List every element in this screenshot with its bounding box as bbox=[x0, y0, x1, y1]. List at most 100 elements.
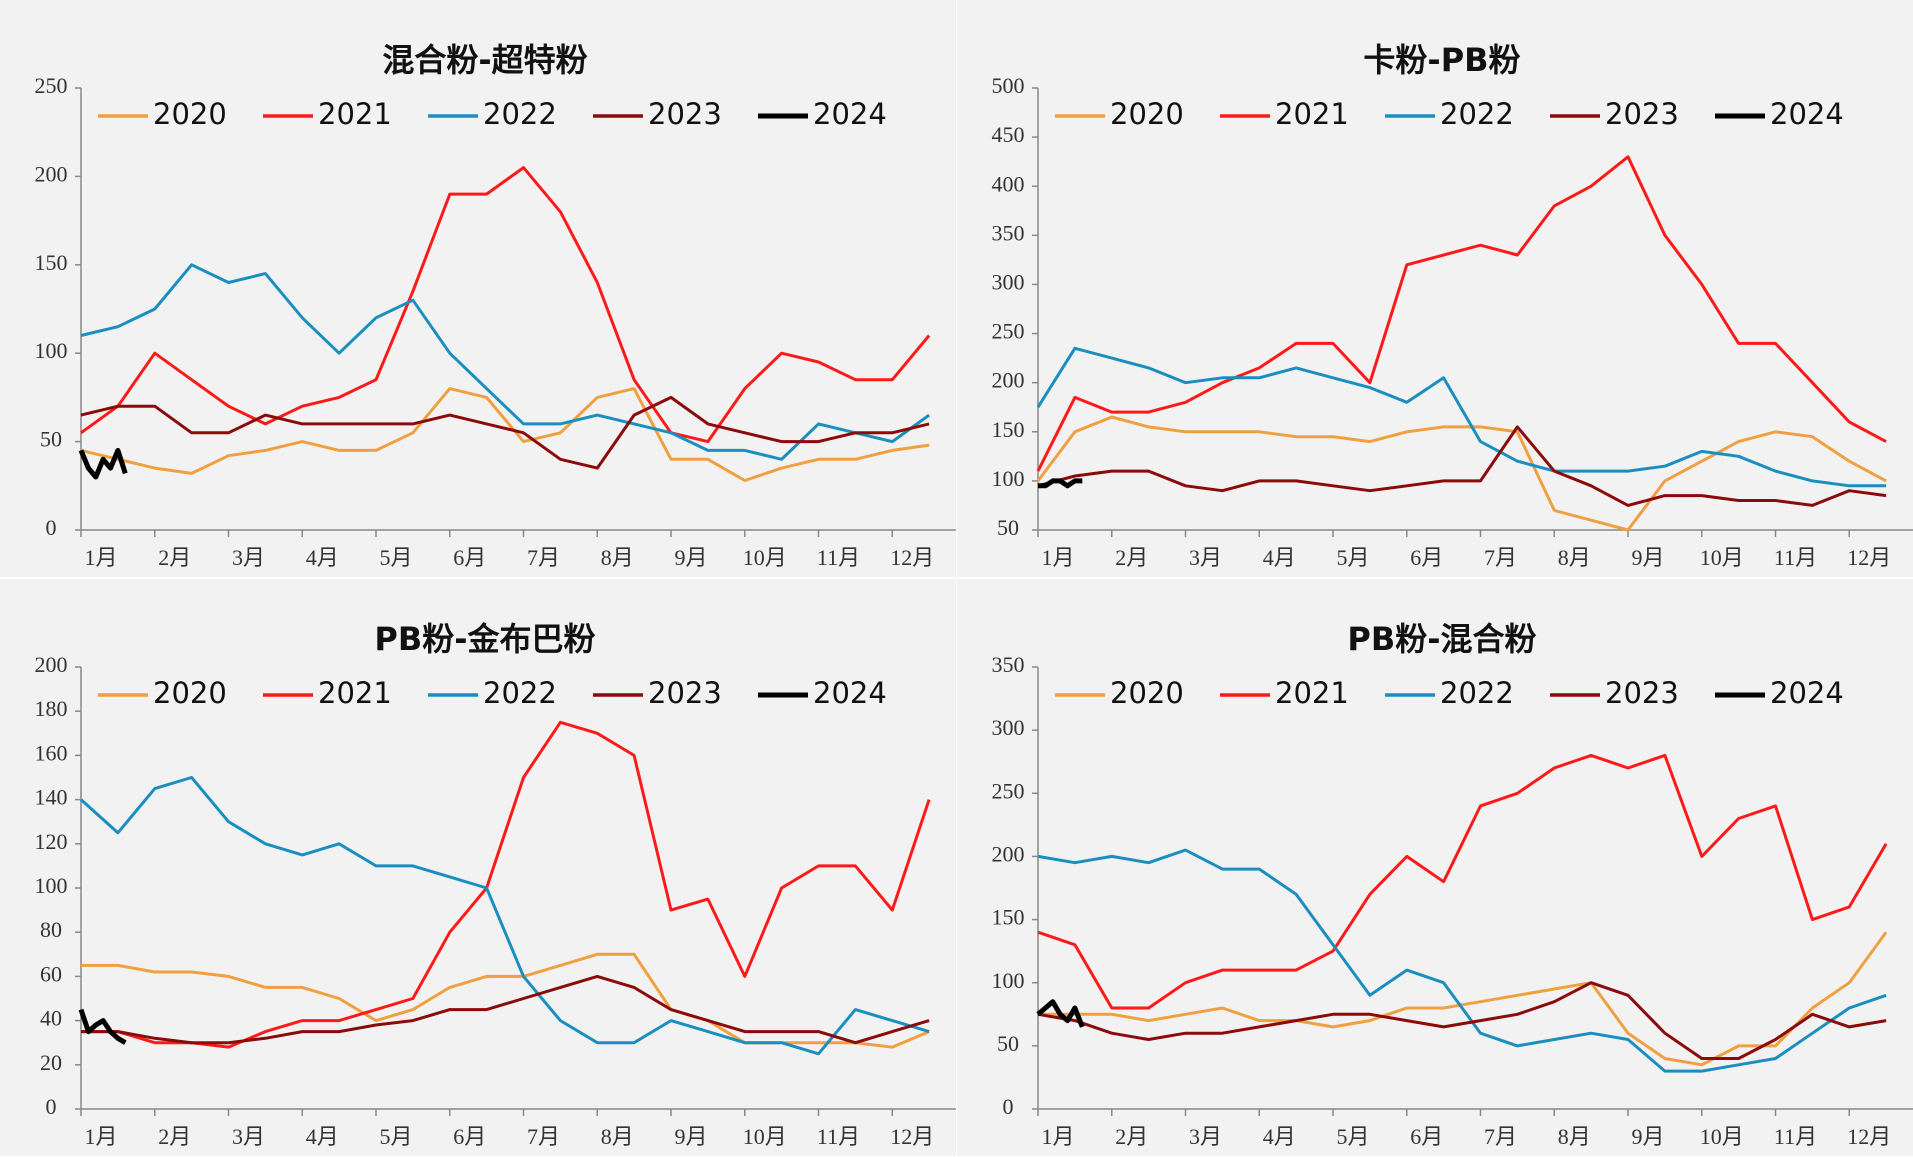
x-tick-label: 1月 bbox=[84, 1124, 117, 1149]
legend-label: 2021 bbox=[1275, 97, 1349, 131]
x-tick-label: 5月 bbox=[379, 545, 412, 570]
y-tick-label: 300 bbox=[992, 715, 1025, 740]
x-tick-label: 1月 bbox=[1041, 1124, 1074, 1149]
x-tick-label: 8月 bbox=[1558, 1124, 1591, 1149]
legend-label: 2020 bbox=[1110, 97, 1184, 131]
series-line bbox=[1038, 478, 1083, 489]
y-tick-label: 350 bbox=[992, 220, 1025, 245]
series-line bbox=[1037, 981, 1887, 1060]
y-tick-label: 150 bbox=[35, 250, 68, 275]
y-tick-label: 500 bbox=[992, 73, 1025, 98]
y-tick-label: 200 bbox=[35, 652, 68, 677]
y-tick-label: 150 bbox=[992, 417, 1025, 442]
panel-background bbox=[0, 0, 956, 577]
legend-label: 2020 bbox=[153, 97, 227, 131]
y-tick-label: 50 bbox=[40, 427, 62, 452]
x-tick-label: 3月 bbox=[1189, 545, 1222, 570]
legend-label: 2020 bbox=[153, 676, 227, 710]
x-tick-label: 9月 bbox=[1631, 545, 1664, 570]
x-tick-label: 8月 bbox=[1558, 545, 1591, 570]
x-tick-label: 7月 bbox=[1484, 1124, 1517, 1149]
x-tick-label: 2月 bbox=[158, 545, 191, 570]
legend-label: 2022 bbox=[483, 97, 557, 131]
series-line bbox=[78, 1008, 127, 1045]
y-tick-label: 0 bbox=[46, 1094, 57, 1119]
y-tick-label: 200 bbox=[992, 841, 1025, 866]
x-tick-label: 10月 bbox=[743, 545, 787, 570]
series-line bbox=[1038, 931, 1888, 1067]
series-line bbox=[79, 776, 930, 1056]
series-line bbox=[1036, 155, 1887, 472]
legend-label: 2022 bbox=[1440, 97, 1514, 131]
x-tick-label: 12月 bbox=[1847, 1124, 1891, 1149]
legend-label: 2023 bbox=[648, 97, 722, 131]
series-line bbox=[1036, 346, 1887, 488]
x-tick-label: 6月 bbox=[453, 1124, 486, 1149]
y-tick-label: 180 bbox=[35, 696, 68, 721]
chart-panel: 卡粉-PB粉 50 100 150 200 250 300 350 400 450 500 1月 2月 3… bbox=[957, 0, 1913, 577]
chart-title: PB粉-金布巴粉 bbox=[374, 620, 595, 658]
x-tick-label: 11月 bbox=[1774, 1124, 1817, 1149]
x-tick-label: 4月 bbox=[306, 545, 339, 570]
x-tick-label: 12月 bbox=[1847, 545, 1891, 570]
x-tick-label: 9月 bbox=[674, 1124, 707, 1149]
x-tick-label: 5月 bbox=[1336, 545, 1369, 570]
x-tick-label: 5月 bbox=[1336, 1124, 1369, 1149]
legend-label: 2022 bbox=[1440, 676, 1514, 710]
legend-label: 2024 bbox=[813, 676, 887, 710]
x-tick-label: 11月 bbox=[817, 1124, 860, 1149]
legend-label: 2022 bbox=[483, 676, 557, 710]
series-line bbox=[1037, 848, 1887, 1073]
chart-title: 卡粉-PB粉 bbox=[1363, 41, 1520, 79]
y-tick-label: 100 bbox=[35, 873, 68, 898]
x-tick-label: 1月 bbox=[1041, 545, 1074, 570]
chart-panel: 混合粉-超特粉 0 50 100 150 200 250 1月 2月 3月 4月 5月 6月 7月 8月 9月… bbox=[0, 0, 956, 577]
y-tick-label: 100 bbox=[992, 968, 1025, 993]
y-tick-label: 40 bbox=[40, 1006, 62, 1031]
series-line bbox=[81, 952, 930, 1049]
y-tick-label: 50 bbox=[997, 1031, 1019, 1056]
x-tick-label: 4月 bbox=[306, 1124, 339, 1149]
x-tick-label: 11月 bbox=[1774, 545, 1817, 570]
y-tick-label: 20 bbox=[40, 1050, 62, 1075]
x-tick-label: 3月 bbox=[232, 1124, 265, 1149]
x-tick-label: 2月 bbox=[158, 1124, 191, 1149]
x-tick-label: 10月 bbox=[1700, 1124, 1744, 1149]
x-tick-label: 4月 bbox=[1263, 1124, 1296, 1149]
y-tick-label: 200 bbox=[35, 161, 68, 186]
y-tick-label: 400 bbox=[992, 171, 1025, 196]
y-tick-label: 250 bbox=[992, 778, 1025, 803]
x-tick-label: 3月 bbox=[232, 545, 265, 570]
x-tick-label: 6月 bbox=[1410, 545, 1443, 570]
chart-title: 混合粉-超特粉 bbox=[382, 41, 587, 79]
legend-label: 2024 bbox=[1770, 97, 1844, 131]
x-tick-label: 4月 bbox=[1263, 545, 1296, 570]
x-tick-label: 12月 bbox=[890, 545, 934, 570]
chart-panel: PB粉-金布巴粉 0 20 40 60 80 100 120 140 160 180 200 1月 2月 3… bbox=[0, 579, 956, 1156]
y-tick-label: 300 bbox=[992, 269, 1025, 294]
x-tick-label: 8月 bbox=[601, 1124, 634, 1149]
y-tick-label: 50 bbox=[997, 515, 1019, 540]
series-line bbox=[80, 395, 930, 470]
legend-label: 2023 bbox=[1605, 97, 1679, 131]
y-tick-label: 0 bbox=[46, 515, 57, 540]
x-tick-label: 12月 bbox=[890, 1124, 934, 1149]
x-tick-label: 10月 bbox=[743, 1124, 787, 1149]
x-tick-label: 7月 bbox=[527, 1124, 560, 1149]
y-tick-label: 450 bbox=[992, 122, 1025, 147]
chart-title: PB粉-混合粉 bbox=[1347, 620, 1536, 658]
chart-panel: PB粉-混合粉 0 50 100 150 200 250 300 350 1月 2月 3月 4月 5月 6月… bbox=[957, 579, 1913, 1156]
series-line bbox=[1036, 999, 1085, 1028]
x-tick-label: 2月 bbox=[1115, 545, 1148, 570]
y-tick-label: 120 bbox=[35, 829, 68, 854]
legend-label: 2023 bbox=[648, 676, 722, 710]
series-line bbox=[80, 387, 930, 482]
x-tick-label: 9月 bbox=[674, 545, 707, 570]
x-tick-label: 7月 bbox=[1484, 545, 1517, 570]
series-line bbox=[78, 447, 128, 480]
legend-label: 2021 bbox=[318, 97, 392, 131]
legend-label: 2020 bbox=[1110, 676, 1184, 710]
x-tick-label: 7月 bbox=[527, 545, 560, 570]
x-tick-label: 9月 bbox=[1631, 1124, 1664, 1149]
